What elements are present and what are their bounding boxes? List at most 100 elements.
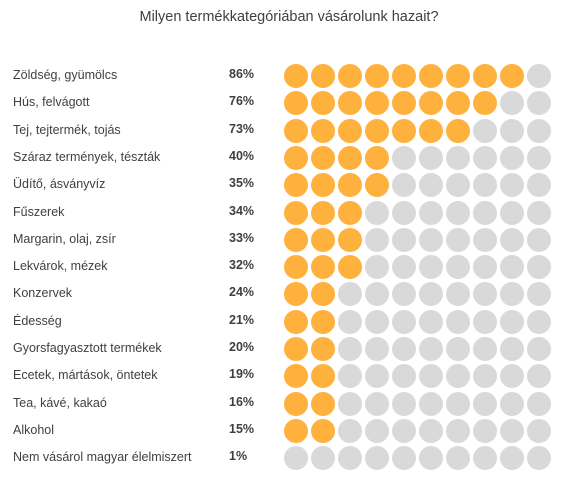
category-label: Üdítő, ásványvíz <box>13 177 106 192</box>
empty-dot <box>392 337 416 361</box>
category-label: Margarin, olaj, zsír <box>13 231 116 246</box>
value-label: 24% <box>229 285 255 300</box>
empty-dot <box>527 364 551 389</box>
empty-dot <box>419 282 443 307</box>
filled-dot <box>338 91 362 116</box>
chart-row: Konzervek 24% <box>0 281 578 307</box>
empty-dot <box>527 227 551 252</box>
filled-dot <box>446 118 470 143</box>
empty-dot <box>500 337 524 361</box>
value-label: 34% <box>229 203 255 218</box>
chart-row: Tej, tejtermék, tojás 73% <box>0 118 578 144</box>
filled-dot <box>338 145 362 170</box>
empty-dot <box>527 118 551 143</box>
empty-dot <box>527 64 551 88</box>
filled-dot <box>392 91 416 116</box>
chart-row: Alkohol 15% <box>0 418 578 444</box>
filled-dot <box>311 118 335 143</box>
empty-dot <box>365 446 389 471</box>
chart-row: Gyorsfagyasztott termékek 20% <box>0 336 578 362</box>
empty-dot <box>419 255 443 280</box>
filled-dot <box>311 391 335 416</box>
empty-dot <box>473 145 497 170</box>
chart-row: Fűszerek 34% <box>0 200 578 226</box>
filled-dot <box>338 173 362 198</box>
empty-dot <box>500 391 524 416</box>
filled-dot <box>311 255 335 280</box>
filled-dot <box>365 173 389 198</box>
filled-dot <box>338 227 362 252</box>
empty-dot <box>365 282 389 307</box>
chart-row: Tea, kávé, kakaó 16% <box>0 391 578 417</box>
empty-dot <box>446 309 470 334</box>
empty-dot <box>392 309 416 334</box>
filled-dot <box>311 91 335 116</box>
empty-dot <box>392 173 416 198</box>
empty-dot <box>419 391 443 416</box>
filled-dot <box>338 255 362 280</box>
category-label: Alkohol <box>13 422 54 437</box>
empty-dot <box>527 255 551 280</box>
filled-dot <box>311 227 335 252</box>
empty-dot <box>392 446 416 471</box>
empty-dot <box>419 364 443 389</box>
filled-dot <box>284 418 308 443</box>
filled-dot <box>311 64 335 88</box>
filled-dot <box>338 200 362 225</box>
empty-dot <box>527 309 551 334</box>
empty-dot <box>419 145 443 170</box>
category-label: Lekvárok, mézek <box>13 259 108 274</box>
empty-dot <box>419 173 443 198</box>
empty-dot <box>446 391 470 416</box>
empty-dot <box>338 446 362 471</box>
empty-dot <box>500 227 524 252</box>
empty-dot <box>446 200 470 225</box>
filled-dot <box>338 118 362 143</box>
empty-dot <box>446 145 470 170</box>
empty-dot <box>419 309 443 334</box>
chart-row: Margarin, olaj, zsír 33% <box>0 227 578 253</box>
filled-dot <box>311 418 335 443</box>
empty-dot <box>338 309 362 334</box>
empty-dot <box>473 118 497 143</box>
category-label: Édesség <box>13 313 62 328</box>
value-label: 86% <box>229 67 255 81</box>
empty-dot <box>392 391 416 416</box>
filled-dot <box>311 309 335 334</box>
empty-dot <box>365 337 389 361</box>
filled-dot <box>284 227 308 252</box>
empty-dot <box>311 446 335 471</box>
empty-dot <box>419 337 443 361</box>
filled-dot <box>365 145 389 170</box>
value-label: 73% <box>229 121 255 136</box>
value-label: 33% <box>229 230 255 245</box>
category-label: Ecetek, mártások, öntetek <box>13 368 158 383</box>
empty-dot <box>527 200 551 225</box>
filled-dot <box>284 200 308 225</box>
filled-dot <box>473 91 497 116</box>
value-label: 32% <box>229 258 255 273</box>
empty-dot <box>500 173 524 198</box>
empty-dot <box>365 255 389 280</box>
empty-dot <box>446 364 470 389</box>
chart-row: Zöldség, gyümölcs 86% <box>0 63 578 89</box>
empty-dot <box>473 391 497 416</box>
empty-dot <box>473 364 497 389</box>
value-label: 1% <box>229 449 248 464</box>
filled-dot <box>365 64 389 88</box>
empty-dot <box>473 309 497 334</box>
filled-dot <box>284 391 308 416</box>
empty-dot <box>419 200 443 225</box>
filled-dot <box>311 200 335 225</box>
empty-dot <box>392 255 416 280</box>
empty-dot <box>527 391 551 416</box>
empty-dot <box>338 391 362 416</box>
empty-dot <box>473 446 497 471</box>
empty-dot <box>500 118 524 143</box>
empty-dot <box>338 364 362 389</box>
empty-dot <box>527 145 551 170</box>
empty-dot <box>473 173 497 198</box>
empty-dot <box>527 418 551 443</box>
value-label: 40% <box>229 148 255 163</box>
